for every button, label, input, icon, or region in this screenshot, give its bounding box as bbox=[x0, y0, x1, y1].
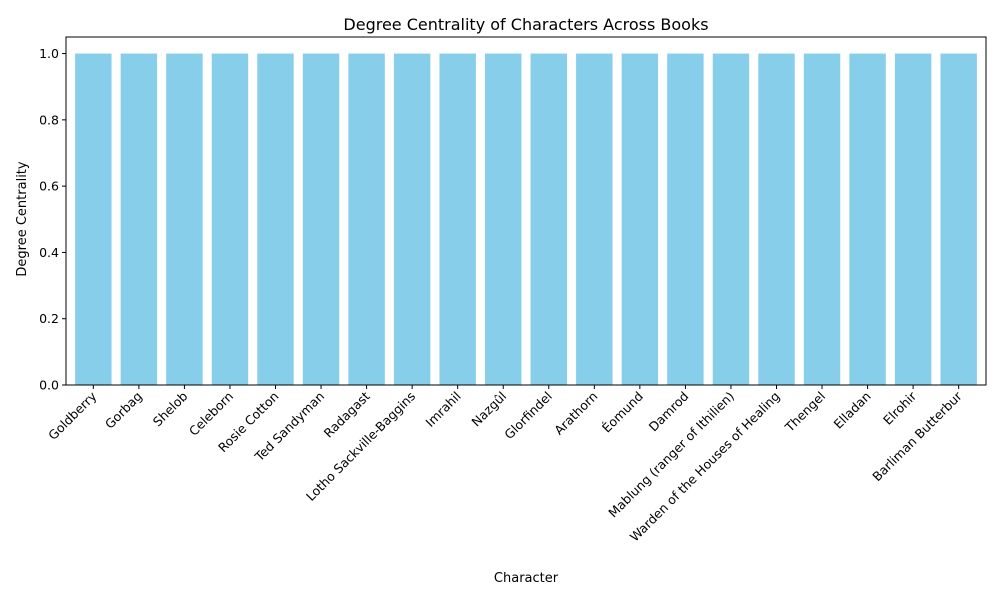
plot-frame bbox=[65, 36, 987, 386]
bar-18 bbox=[894, 53, 932, 385]
y-axis-ticks: 0.0 0.2 0.4 0.6 0.8 1.0 bbox=[39, 46, 66, 393]
bar-19 bbox=[940, 53, 977, 385]
bar-3 bbox=[211, 53, 249, 385]
y-tick-label-5: 1.0 bbox=[39, 46, 59, 61]
bar-1 bbox=[120, 53, 158, 385]
x-tick-label-17: Elladan bbox=[831, 389, 874, 432]
x-tick-label-10: Glorfindel bbox=[501, 389, 555, 443]
x-tick-label-11: Arathorn bbox=[551, 389, 600, 438]
x-axis-label: Character bbox=[494, 571, 559, 586]
bar-4 bbox=[257, 53, 294, 385]
bar-7 bbox=[393, 53, 431, 385]
y-tick-label-1: 0.2 bbox=[39, 311, 59, 326]
bar-17 bbox=[849, 53, 886, 385]
chart-title: Degree Centrality of Characters Across B… bbox=[343, 15, 708, 34]
y-tick-label-4: 0.8 bbox=[39, 112, 59, 127]
y-tick-label-0: 0.0 bbox=[39, 378, 59, 393]
bar-6 bbox=[348, 53, 385, 385]
bars-group bbox=[75, 53, 977, 385]
bar-14 bbox=[712, 53, 750, 385]
x-tick-label-18: Elrohir bbox=[880, 388, 920, 428]
x-tick-label-0: Goldberry bbox=[45, 388, 100, 443]
x-tick-label-12: Éomund bbox=[599, 389, 646, 436]
x-tick-label-13: Damrod bbox=[646, 389, 692, 435]
y-tick-label-3: 0.6 bbox=[39, 179, 59, 194]
x-tick-label-2: Shelob bbox=[150, 388, 191, 429]
bar-9 bbox=[485, 53, 522, 385]
bar-15 bbox=[758, 53, 795, 385]
y-tick-label-2: 0.4 bbox=[39, 245, 59, 260]
bar-5 bbox=[302, 53, 340, 385]
x-tick-label-9: Nazgûl bbox=[468, 389, 509, 430]
bar-16 bbox=[803, 53, 841, 385]
bar-13 bbox=[667, 53, 704, 385]
y-axis-label: Degree Centrality bbox=[15, 161, 30, 276]
bar-12 bbox=[621, 53, 659, 385]
bar-0 bbox=[75, 53, 112, 385]
bar-2 bbox=[166, 53, 203, 385]
x-tick-label-16: Thengel bbox=[781, 389, 828, 436]
bar-8 bbox=[439, 53, 476, 385]
bar-11 bbox=[576, 53, 613, 385]
x-tick-label-19: Barliman Butterbur bbox=[869, 388, 965, 484]
x-tick-label-8: Imrahil bbox=[422, 389, 463, 430]
x-tick-label-1: Gorbag bbox=[102, 389, 145, 432]
bar-10 bbox=[530, 53, 567, 385]
